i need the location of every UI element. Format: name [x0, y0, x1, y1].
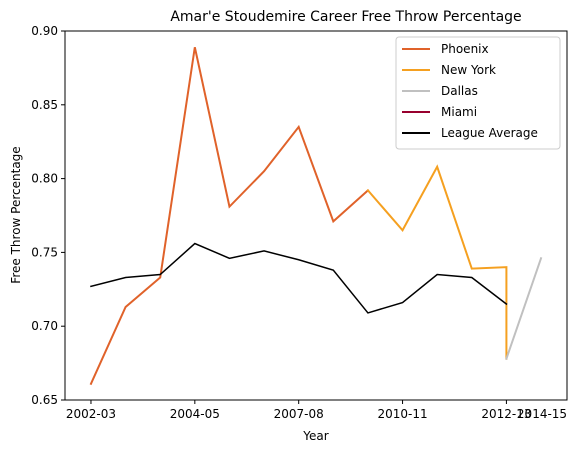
y-axis-label: Free Throw Percentage	[9, 146, 23, 283]
y-tick-label: 0.90	[31, 24, 58, 38]
legend-entry: League Average	[441, 126, 538, 140]
x-tick-label: 2012-13	[481, 407, 531, 421]
x-tick-label: 2004-05	[170, 407, 220, 421]
legend-box	[395, 36, 561, 150]
series-line-1	[366, 164, 508, 360]
series-line-4	[90, 242, 508, 314]
legend: Phoenix New York Dallas Miami League Average	[395, 36, 561, 150]
legend-entry: New York	[441, 63, 496, 77]
plot-frame	[64, 30, 568, 401]
x-tick-label: 2010-11	[377, 407, 427, 421]
x-tick-label: 2007-08	[274, 407, 324, 421]
x-axis-label: Year	[302, 429, 328, 443]
y-tick-label: 0.75	[31, 245, 58, 259]
x-tick-label: 2014-15	[517, 407, 567, 421]
y-tick-label: 0.85	[31, 98, 58, 112]
legend-entry: Miami	[441, 105, 477, 119]
chart-title: Amar'e Stoudemire Career Free Throw Perc…	[170, 9, 521, 25]
y-tick-label: 0.80	[31, 172, 58, 186]
y-tick-label: 0.70	[31, 319, 58, 333]
series-line-2	[505, 257, 543, 360]
legend-entry: Phoenix	[441, 42, 489, 56]
legend-entry: Dallas	[441, 84, 478, 98]
x-tick-label: 2002-03	[66, 407, 116, 421]
series-line-0	[89, 47, 370, 386]
y-tick-label: 0.65	[31, 393, 58, 407]
